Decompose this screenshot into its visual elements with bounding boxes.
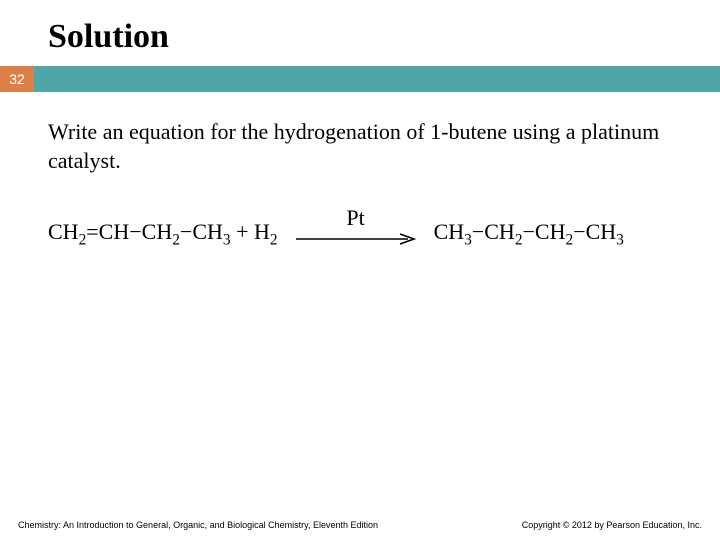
arrow-icon [296,233,416,245]
page-number: 32 [0,66,34,92]
equation: CH2=CH−CH2−CH3 + H2 Pt CH3−CH2−CH2−CH3 [0,175,720,249]
reactant: CH2=CH−CH2−CH3 + H2 [48,219,278,249]
footer-left: Chemistry: An Introduction to General, O… [18,520,378,530]
product: CH3−CH2−CH2−CH3 [434,219,624,249]
body-text: Write an equation for the hydrogenation … [0,92,720,175]
footer-right: Copyright © 2012 by Pearson Education, I… [522,520,702,530]
header-bar: 32 [0,66,720,92]
footer: Chemistry: An Introduction to General, O… [0,520,720,530]
catalyst-label: Pt [346,205,364,231]
slide-title: Solution [0,0,720,66]
teal-bar [34,66,720,92]
reaction-arrow: Pt [296,205,416,245]
